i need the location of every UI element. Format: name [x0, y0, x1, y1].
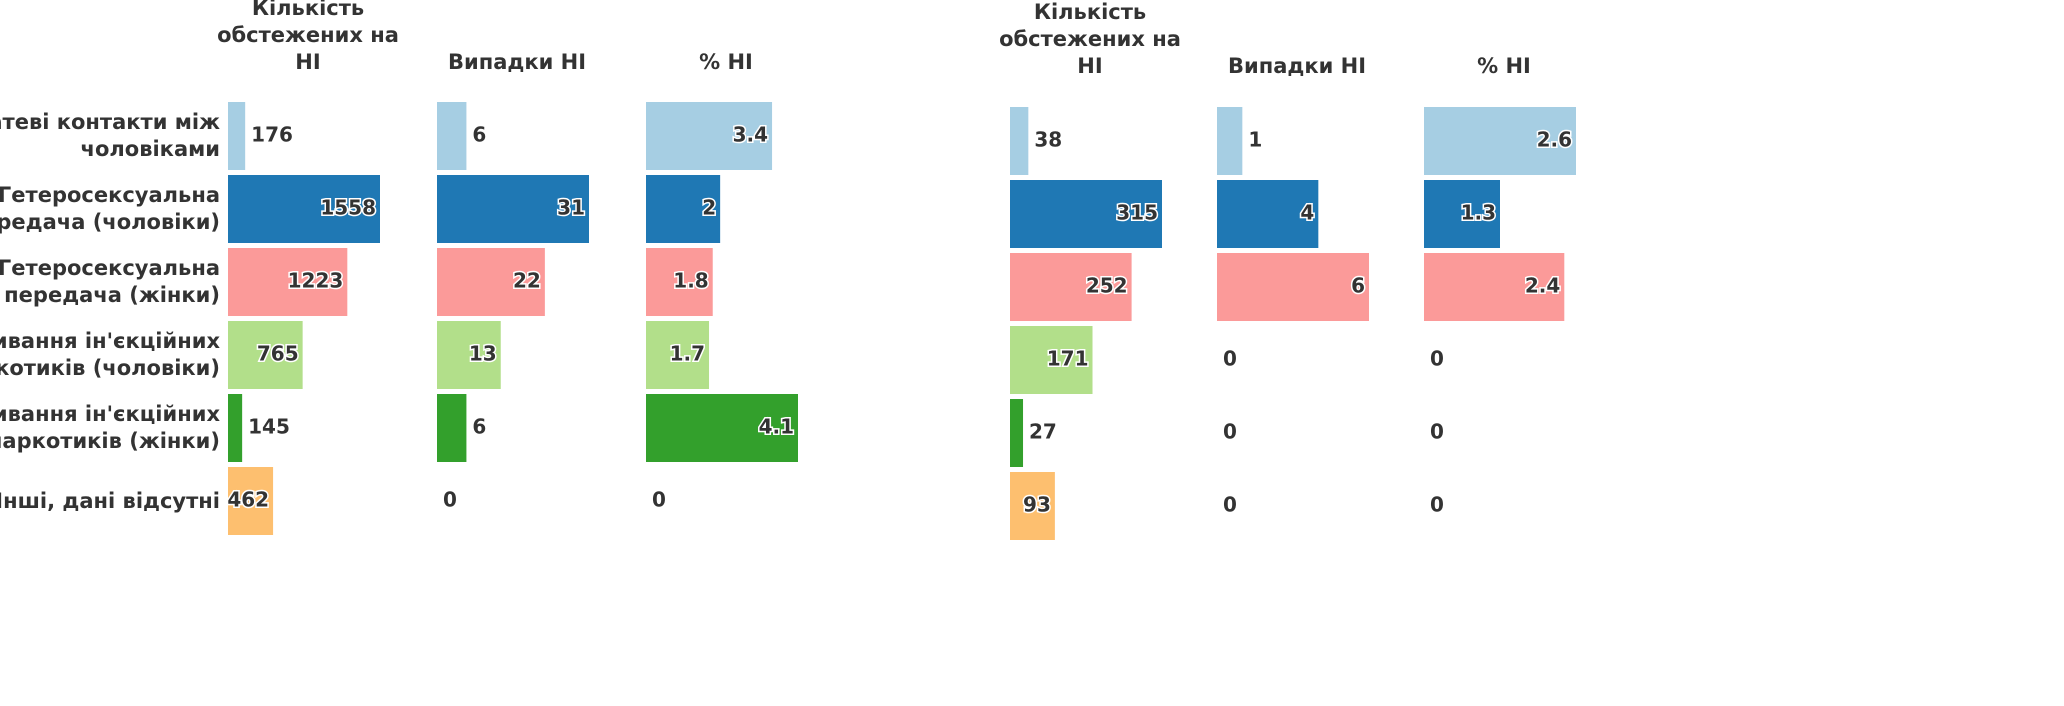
bar: [1217, 253, 1369, 321]
column-header: Кількість обстежених на НІ: [217, 0, 399, 74]
column-header: % НІ: [699, 50, 753, 74]
value-label: 4: [1300, 201, 1314, 225]
value-label: 1.7: [670, 342, 705, 366]
value-label: 38: [1034, 128, 1062, 152]
bar: [1010, 253, 1132, 321]
value-label: 31: [557, 196, 585, 220]
value-label: 93: [1023, 493, 1051, 517]
bar: [228, 467, 274, 535]
value-label: 1223: [288, 269, 344, 293]
bar: [437, 175, 589, 243]
row-label: Вживання ін'єкційних наркотиків (чоловік…: [0, 329, 220, 380]
value-label: 0: [1223, 493, 1237, 517]
bar: [646, 175, 721, 243]
bar: [228, 394, 243, 462]
bar: [1010, 472, 1055, 540]
value-label: 6: [472, 415, 486, 439]
value-label: 6: [1351, 274, 1365, 298]
row-label: Інші, дані відсутні: [0, 488, 220, 513]
bar: [1424, 253, 1565, 321]
value-label: 1.3: [1461, 201, 1496, 225]
value-label: 1: [1248, 128, 1262, 152]
value-label: 0: [1430, 420, 1444, 444]
value-label: 765: [257, 342, 299, 366]
column-header: Кількість обстежених на НІ: [999, 0, 1181, 78]
bar: [1010, 326, 1093, 394]
value-label: 3.4: [733, 123, 768, 147]
value-label: 0: [652, 488, 666, 512]
value-label: 2: [702, 196, 716, 220]
bar: [1424, 107, 1576, 175]
value-label: 0: [1430, 493, 1444, 517]
bar: [228, 321, 303, 389]
bar: [1010, 399, 1024, 467]
value-label: 4.1: [759, 415, 794, 439]
value-label: 0: [1223, 420, 1237, 444]
bar: [228, 175, 380, 243]
value-label: 22: [513, 269, 541, 293]
column-header: % НІ: [1477, 54, 1531, 78]
value-label: 0: [1430, 347, 1444, 371]
bar: [437, 394, 467, 462]
bar: [646, 248, 713, 316]
value-label: 0: [443, 488, 457, 512]
bar: [1217, 107, 1243, 175]
value-label: 2.6: [1537, 128, 1572, 152]
row-label: Гетеросексуальна передача (чоловіки): [0, 183, 220, 234]
column-header: Випадки НІ: [1227, 54, 1367, 78]
column-header: Випадки НІ: [447, 50, 587, 74]
row-label: Вживання ін'єкційних наркотиків (жінки): [0, 402, 220, 453]
row-label: Статеві контакти між чоловіками: [0, 110, 220, 161]
value-label: 6: [472, 123, 486, 147]
bar: [646, 102, 773, 170]
value-label: 252: [1086, 274, 1128, 298]
bar: [228, 248, 348, 316]
bar: [228, 102, 246, 170]
value-label: 462: [227, 488, 269, 512]
bar: [1010, 180, 1162, 248]
bar: [1217, 180, 1319, 248]
bar: [1424, 180, 1500, 248]
row-label: Гетеросексуальна передача (жінки): [0, 256, 220, 307]
value-label: 1.8: [673, 269, 708, 293]
value-label: 13: [469, 342, 497, 366]
value-label: 1558: [320, 196, 376, 220]
value-label: 0: [1223, 347, 1237, 371]
bar: [1010, 107, 1029, 175]
value-label: 27: [1029, 420, 1057, 444]
bar: [437, 102, 467, 170]
bar: [437, 248, 545, 316]
value-label: 145: [248, 415, 290, 439]
bar: [437, 321, 501, 389]
value-label: 176: [251, 123, 293, 147]
bar: [646, 321, 710, 389]
value-label: 171: [1047, 347, 1089, 371]
value-label: 315: [1116, 201, 1158, 225]
value-label: 2.4: [1525, 274, 1560, 298]
bar: [646, 394, 798, 462]
